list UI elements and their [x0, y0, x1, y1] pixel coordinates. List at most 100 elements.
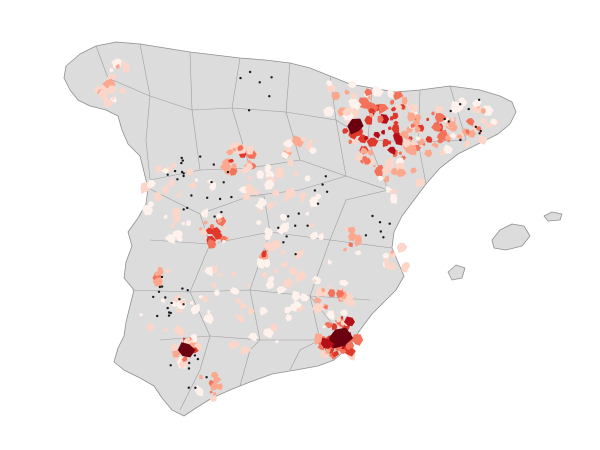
- point-marker: [218, 197, 222, 201]
- municipality-region: [299, 191, 307, 199]
- municipality-region: [395, 168, 407, 178]
- point-marker: [477, 98, 481, 102]
- municipality-region: [264, 233, 272, 240]
- municipality-region: [169, 343, 178, 351]
- point-marker: [166, 173, 169, 176]
- point-marker: [270, 76, 273, 79]
- municipality-region: [387, 126, 392, 131]
- municipality-region: [245, 183, 255, 195]
- point-marker: [294, 224, 297, 227]
- municipality-region: [431, 142, 439, 149]
- municipality-region: [341, 106, 353, 116]
- municipality-region: [282, 139, 294, 148]
- municipality-region: [465, 118, 475, 127]
- municipality-region: [271, 189, 280, 197]
- municipality-region: [222, 226, 227, 230]
- municipality-region: [284, 188, 297, 198]
- municipality-region: [211, 227, 220, 235]
- menorca: [543, 211, 563, 222]
- municipality-region: [371, 85, 384, 97]
- municipality-region: [390, 194, 398, 204]
- municipality-region: [323, 305, 328, 310]
- municipality-region: [284, 146, 292, 153]
- municipality-region: [373, 131, 381, 139]
- land-layer: [63, 41, 563, 417]
- municipality-region: [280, 249, 286, 255]
- point-marker: [443, 117, 446, 121]
- municipality-region: [264, 164, 272, 173]
- municipality-region: [256, 170, 265, 179]
- municipality-region: [179, 360, 189, 368]
- municipality-region: [448, 133, 457, 139]
- municipality-region: [352, 337, 362, 346]
- municipality-region: [261, 272, 267, 278]
- municipality-region: [403, 138, 412, 148]
- municipality-region: [201, 294, 208, 303]
- point-marker: [164, 296, 167, 299]
- municipality-region: [247, 332, 258, 342]
- municipality-region: [314, 333, 323, 345]
- municipality-region: [229, 287, 240, 295]
- municipality-region: [209, 390, 213, 394]
- municipality-region: [342, 128, 349, 134]
- municipality-region: [342, 345, 356, 357]
- municipality-region: [264, 227, 273, 237]
- municipality-region: [364, 115, 373, 125]
- municipality-region: [474, 106, 480, 112]
- municipality-region: [284, 195, 291, 202]
- municipality-region: [410, 167, 417, 174]
- municipality-region: [377, 115, 384, 123]
- municipality-region: [236, 315, 245, 323]
- municipality-region: [435, 105, 444, 114]
- municipality-region: [205, 227, 214, 235]
- municipality-region: [382, 252, 390, 259]
- municipality-region: [304, 175, 311, 182]
- municipality-region-high: [320, 337, 335, 349]
- point-marker: [230, 195, 233, 199]
- point-marker: [379, 230, 382, 233]
- point-marker: [297, 212, 300, 215]
- municipality-region: [407, 145, 417, 156]
- municipality-region: [312, 279, 317, 283]
- point-marker: [212, 163, 215, 166]
- municipality-region: [317, 232, 324, 241]
- municipality-region: [325, 83, 336, 93]
- iberian-peninsula: [63, 41, 517, 417]
- municipality-region: [285, 314, 293, 322]
- municipality-region: [391, 124, 400, 134]
- municipality-region: [458, 97, 466, 104]
- point-marker: [447, 120, 450, 123]
- municipality-region: [389, 189, 395, 194]
- municipality-region: [257, 258, 266, 269]
- municipality-region: [276, 286, 288, 295]
- municipality-region: [113, 74, 118, 78]
- municipality-region: [295, 275, 302, 282]
- point-marker: [205, 376, 208, 379]
- municipality-region: [367, 96, 371, 100]
- point-marker: [160, 285, 164, 288]
- municipality-region: [336, 316, 342, 323]
- municipality-region: [200, 208, 209, 218]
- municipality-region: [393, 91, 404, 101]
- point-marker: [180, 161, 183, 165]
- province-border: [329, 189, 389, 241]
- municipality-region: [235, 313, 239, 318]
- point-marker: [210, 180, 213, 184]
- municipality-region: [187, 338, 191, 341]
- municipality-region: [194, 178, 199, 183]
- municipality-region: [480, 117, 487, 124]
- municipality-region: [203, 220, 208, 225]
- municipality-region: [214, 383, 223, 391]
- municipality-region: [360, 159, 364, 164]
- municipality-region: [378, 103, 389, 115]
- municipality-region: [480, 108, 486, 114]
- point-markers: [152, 70, 482, 389]
- municipality-region: [213, 289, 220, 296]
- municipality-region: [281, 151, 290, 159]
- municipality-region: [347, 226, 356, 234]
- municipality-region: [415, 178, 426, 188]
- municipality-region: [219, 162, 232, 172]
- municipality-region: [424, 149, 433, 157]
- municipality-region: [342, 247, 347, 252]
- municipality-region: [304, 143, 313, 150]
